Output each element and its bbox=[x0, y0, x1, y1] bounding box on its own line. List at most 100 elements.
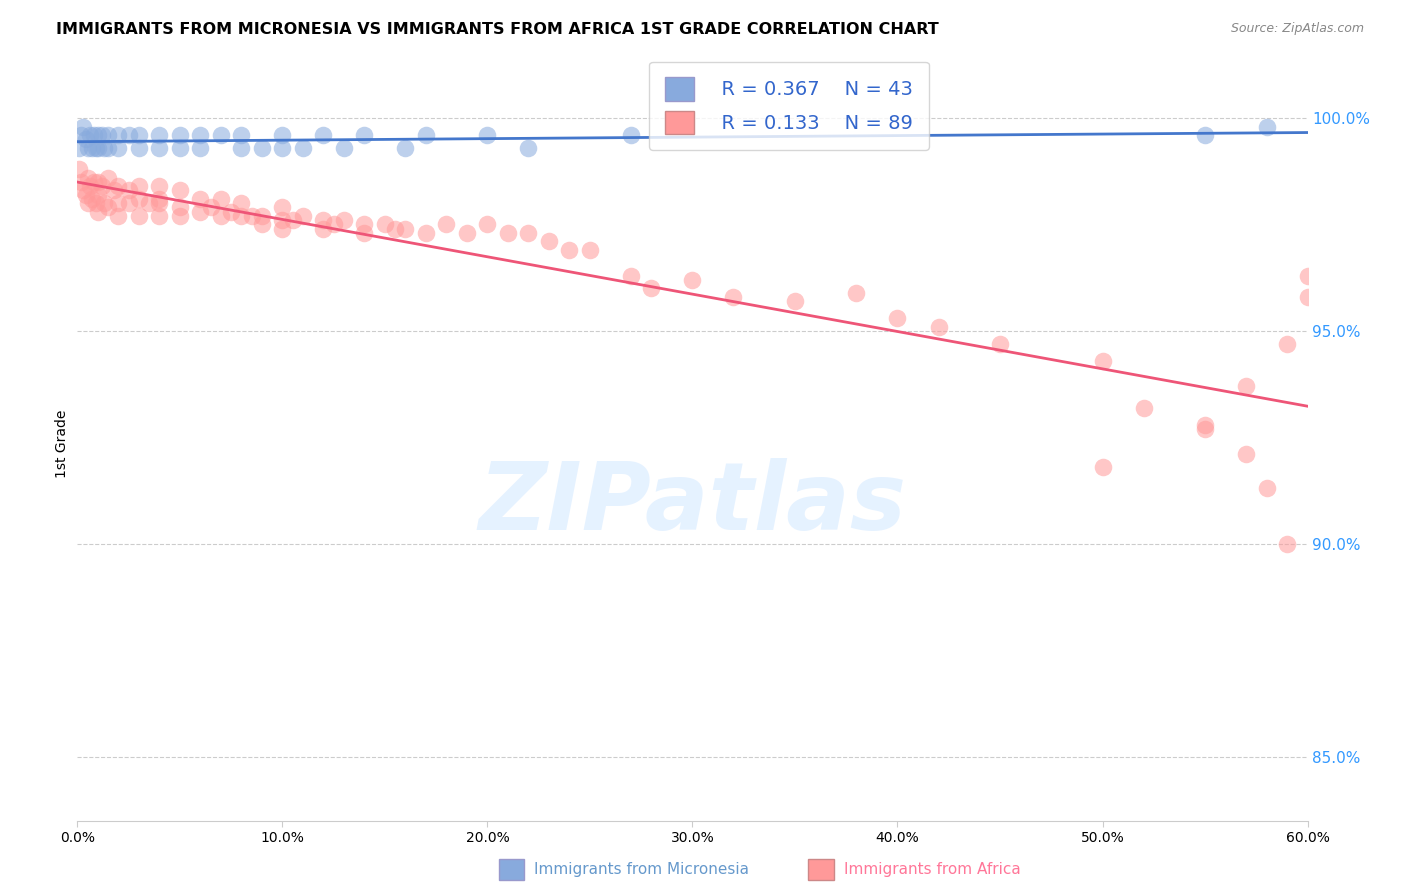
Point bbox=[477, 218, 499, 232]
Point bbox=[188, 141, 212, 155]
Point bbox=[271, 221, 294, 235]
Point bbox=[415, 226, 437, 240]
Point bbox=[231, 209, 253, 223]
Point bbox=[231, 141, 253, 155]
Point bbox=[83, 175, 105, 189]
Point bbox=[188, 192, 212, 206]
Point bbox=[138, 196, 160, 211]
Legend:   R = 0.367    N = 43,   R = 0.133    N = 89: R = 0.367 N = 43, R = 0.133 N = 89 bbox=[650, 62, 929, 150]
Text: IMMIGRANTS FROM MICRONESIA VS IMMIGRANTS FROM AFRICA 1ST GRADE CORRELATION CHART: IMMIGRANTS FROM MICRONESIA VS IMMIGRANTS… bbox=[56, 22, 939, 37]
Point bbox=[640, 281, 662, 295]
Point bbox=[67, 162, 90, 177]
Point bbox=[1091, 460, 1114, 475]
Point bbox=[415, 128, 437, 142]
Point bbox=[394, 221, 416, 235]
Point bbox=[496, 226, 519, 240]
Point bbox=[107, 209, 129, 223]
Point bbox=[97, 128, 120, 142]
Point bbox=[1091, 353, 1114, 368]
Point bbox=[80, 192, 103, 206]
Point bbox=[169, 201, 191, 215]
Point bbox=[209, 209, 232, 223]
Point bbox=[517, 141, 540, 155]
Point bbox=[723, 290, 745, 304]
Point bbox=[188, 128, 212, 142]
Point bbox=[1256, 120, 1278, 134]
Point bbox=[103, 183, 125, 197]
Point bbox=[148, 192, 170, 206]
Point bbox=[107, 128, 129, 142]
Point bbox=[333, 213, 356, 227]
Point bbox=[1296, 268, 1319, 283]
Point bbox=[128, 179, 150, 194]
Point bbox=[169, 183, 191, 197]
Text: Immigrants from Africa: Immigrants from Africa bbox=[844, 863, 1021, 877]
Point bbox=[291, 141, 314, 155]
Point bbox=[70, 175, 93, 189]
Point bbox=[1194, 128, 1216, 142]
Point bbox=[322, 218, 344, 232]
Point bbox=[169, 209, 191, 223]
Point bbox=[97, 201, 120, 215]
Point bbox=[250, 209, 273, 223]
Point bbox=[988, 336, 1011, 351]
Point bbox=[1234, 447, 1257, 461]
Point bbox=[1132, 401, 1154, 415]
Point bbox=[117, 196, 139, 211]
Point bbox=[537, 235, 560, 249]
Point bbox=[928, 319, 950, 334]
Point bbox=[75, 187, 97, 202]
Point bbox=[312, 213, 335, 227]
Point bbox=[79, 128, 101, 142]
Point bbox=[107, 141, 129, 155]
Point bbox=[620, 128, 643, 142]
Point bbox=[97, 170, 120, 185]
Point bbox=[90, 128, 114, 142]
Point bbox=[436, 218, 458, 232]
Point bbox=[312, 128, 335, 142]
Point bbox=[67, 141, 90, 155]
Point bbox=[97, 141, 120, 155]
Point bbox=[271, 141, 294, 155]
Point bbox=[76, 170, 98, 185]
Point bbox=[353, 218, 375, 232]
Point bbox=[384, 221, 406, 235]
Point bbox=[148, 179, 170, 194]
Point bbox=[84, 141, 107, 155]
Point bbox=[72, 120, 94, 134]
Point bbox=[845, 285, 868, 300]
Point bbox=[1194, 417, 1216, 432]
Point bbox=[1275, 336, 1298, 351]
Point bbox=[1275, 537, 1298, 551]
Point bbox=[1296, 290, 1319, 304]
Point bbox=[87, 175, 110, 189]
Point bbox=[620, 268, 643, 283]
Point bbox=[240, 209, 263, 223]
Point bbox=[231, 196, 253, 211]
Point bbox=[271, 213, 294, 227]
Point bbox=[87, 204, 110, 219]
Point bbox=[682, 273, 704, 287]
Point bbox=[200, 201, 222, 215]
Point bbox=[87, 128, 110, 142]
Point bbox=[128, 192, 150, 206]
Text: Source: ZipAtlas.com: Source: ZipAtlas.com bbox=[1230, 22, 1364, 36]
Point bbox=[107, 179, 129, 194]
Point bbox=[477, 128, 499, 142]
Point bbox=[558, 243, 581, 257]
Point bbox=[148, 196, 170, 211]
Point bbox=[291, 209, 314, 223]
Point bbox=[281, 213, 304, 227]
Point bbox=[271, 128, 294, 142]
Point bbox=[80, 141, 103, 155]
Point bbox=[70, 128, 93, 142]
Point bbox=[271, 201, 294, 215]
Point bbox=[312, 221, 335, 235]
Point bbox=[209, 192, 232, 206]
Point bbox=[783, 294, 806, 309]
Point bbox=[169, 128, 191, 142]
Point bbox=[117, 183, 139, 197]
Point bbox=[579, 243, 602, 257]
Point bbox=[148, 128, 170, 142]
Point bbox=[87, 187, 110, 202]
